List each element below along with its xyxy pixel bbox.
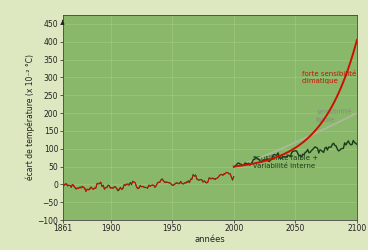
X-axis label: années: années — [194, 234, 225, 244]
Y-axis label: écart de température (x 10⁻² °C): écart de température (x 10⁻² °C) — [25, 54, 35, 180]
Text: sensibilité
faible: sensibilité faible — [316, 109, 352, 123]
Text: sensibilité faible +
variabilité interne: sensibilité faible + variabilité interne — [254, 156, 319, 169]
Text: forte sensibilité
climatique: forte sensibilité climatique — [301, 71, 356, 84]
